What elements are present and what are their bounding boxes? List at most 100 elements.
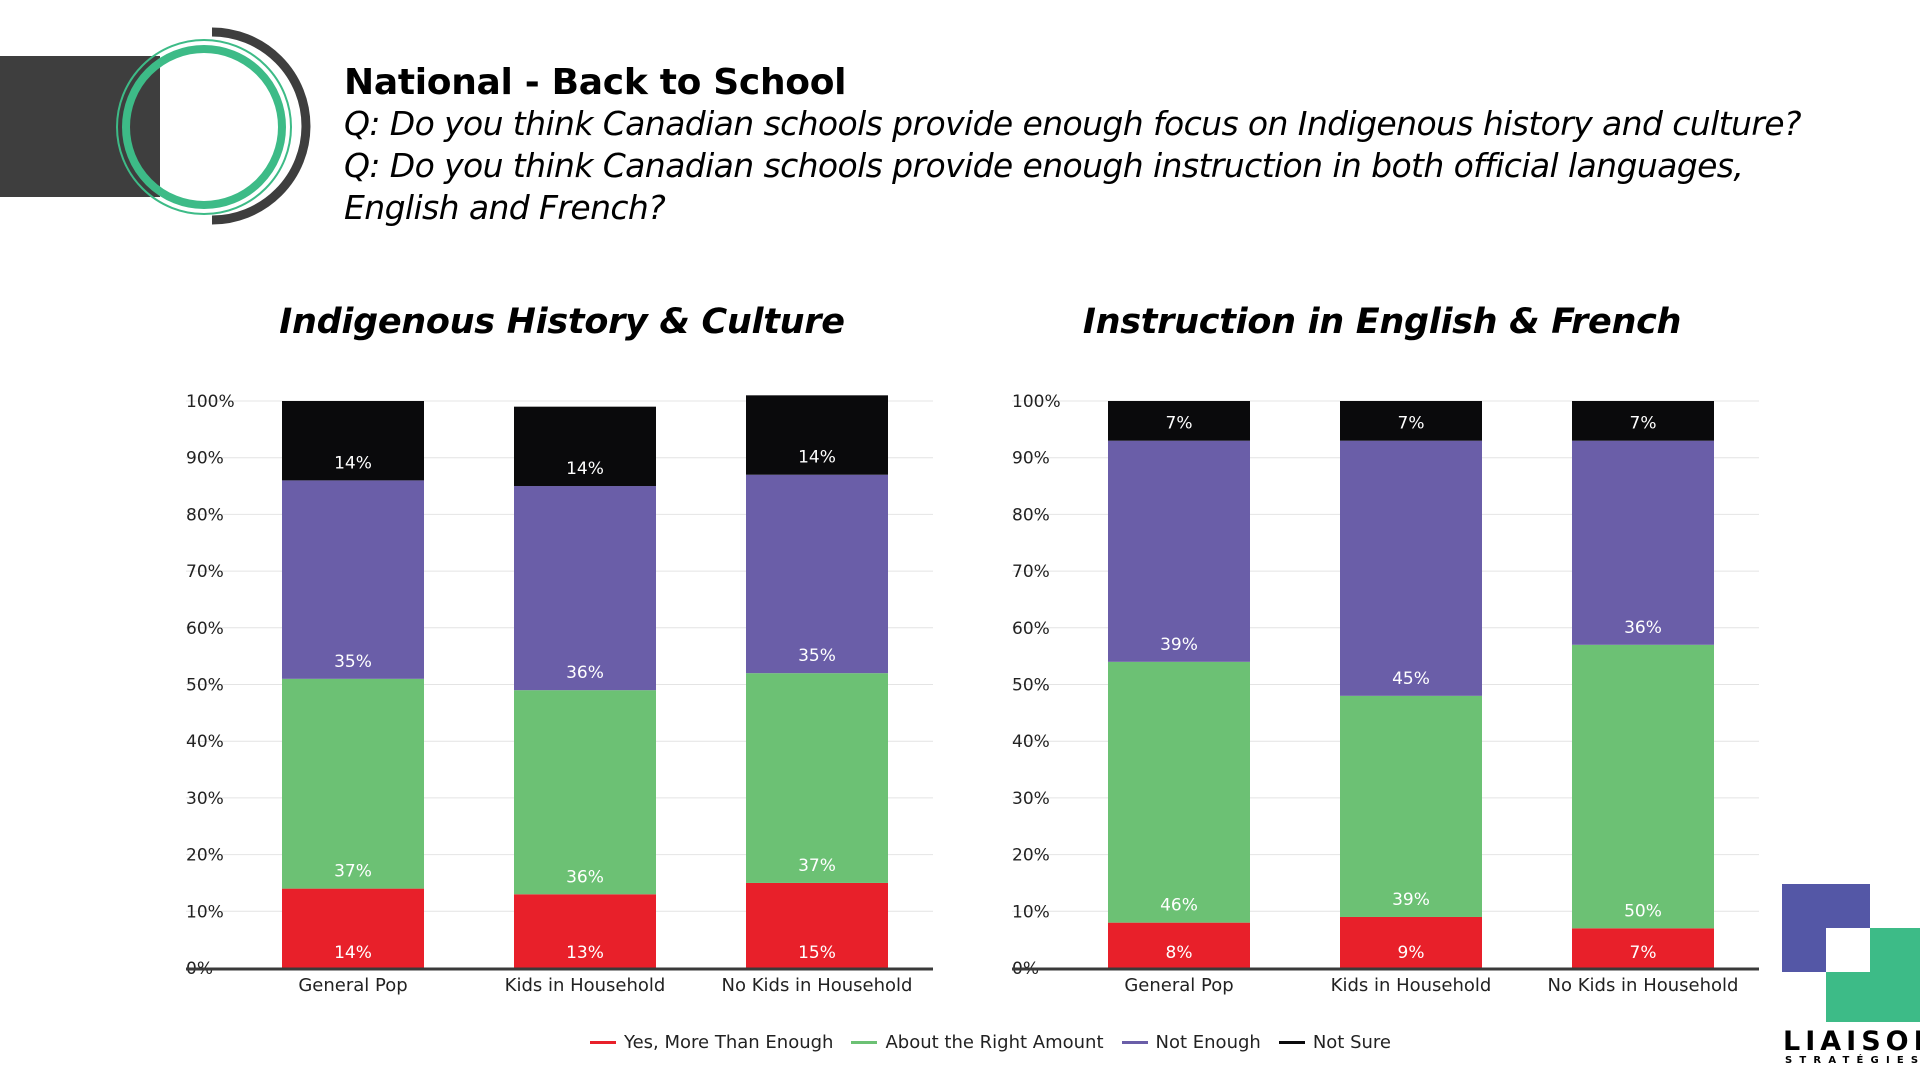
chart-title-languages: Instruction in English & French bbox=[1082, 302, 1682, 342]
x-category-label: Kids in Household bbox=[1331, 975, 1492, 996]
y-tick-label: 80% bbox=[1012, 505, 1050, 525]
data-label: 14% bbox=[566, 459, 604, 479]
legend-label-not-sure: Not Sure bbox=[1312, 1032, 1391, 1053]
y-tick-label: 70% bbox=[186, 562, 224, 582]
logo-subtitle: STRATÉGIES bbox=[1785, 1055, 1920, 1066]
bar-segment bbox=[1340, 440, 1482, 696]
y-tick-label: 40% bbox=[1012, 732, 1050, 752]
bar-segment bbox=[1340, 401, 1482, 441]
bar-segment bbox=[1108, 661, 1250, 923]
data-label: 36% bbox=[1624, 618, 1662, 638]
y-tick-label: 100% bbox=[186, 392, 235, 412]
bar-segment bbox=[1108, 922, 1250, 968]
legend-label-not-enough: Not Enough bbox=[1155, 1032, 1261, 1053]
x-category-label: General Pop bbox=[298, 975, 407, 996]
y-tick-label: 60% bbox=[1012, 619, 1050, 639]
ring-logo-icon bbox=[116, 27, 311, 225]
ring-dark-arc bbox=[211, 27, 311, 225]
data-label: 14% bbox=[334, 453, 372, 473]
page-title: National - Back to School bbox=[344, 62, 847, 103]
data-label: 15% bbox=[798, 943, 836, 963]
y-tick-label: 30% bbox=[186, 789, 224, 809]
bar-segment bbox=[1108, 440, 1250, 662]
data-label: 35% bbox=[334, 652, 372, 672]
data-label: 36% bbox=[566, 663, 604, 683]
bar-segment bbox=[746, 882, 888, 968]
legend-item-yes: Yes, More Than Enough bbox=[590, 1032, 833, 1053]
legend-swatch-green bbox=[851, 1041, 878, 1044]
legend: Yes, More Than Enough About the Right Am… bbox=[590, 1032, 1391, 1053]
bar-segment bbox=[514, 894, 656, 968]
bar-segment bbox=[746, 474, 888, 674]
y-tick-label: 60% bbox=[186, 619, 224, 639]
data-label: 14% bbox=[798, 448, 836, 468]
legend-swatch-red bbox=[590, 1041, 616, 1044]
y-tick-label: 10% bbox=[186, 902, 224, 922]
data-label: 50% bbox=[1624, 901, 1662, 921]
bar-segment bbox=[1572, 928, 1714, 968]
decorative-bar bbox=[0, 56, 160, 197]
bar-segment bbox=[282, 888, 424, 968]
legend-swatch-black bbox=[1278, 1041, 1305, 1044]
data-label: 7% bbox=[1166, 414, 1193, 434]
question-one: Q: Do you think Canadian schools provide… bbox=[344, 104, 1801, 143]
bar-segment bbox=[514, 406, 656, 487]
logo-white-square bbox=[1826, 928, 1870, 972]
legend-item-not-enough: Not Enough bbox=[1121, 1032, 1261, 1053]
data-label: 7% bbox=[1398, 414, 1425, 434]
y-tick-label: 20% bbox=[1012, 846, 1050, 866]
y-tick-label: 50% bbox=[1012, 676, 1050, 696]
bar-segment bbox=[514, 486, 656, 691]
bar-segment bbox=[1572, 644, 1714, 929]
bar-segment bbox=[746, 395, 888, 475]
legend-label-right: About the Right Amount bbox=[885, 1032, 1104, 1053]
y-tick-label: 70% bbox=[1012, 562, 1050, 582]
data-label: 46% bbox=[1160, 896, 1198, 916]
ring-outer-green bbox=[116, 39, 292, 215]
y-tick-label: 50% bbox=[186, 676, 224, 696]
y-tick-label: 100% bbox=[1012, 392, 1061, 412]
chart-title-indigenous: Indigenous History & Culture bbox=[279, 302, 845, 342]
y-tick-label: 20% bbox=[186, 846, 224, 866]
data-label: 39% bbox=[1160, 635, 1198, 655]
liaison-logo-icon bbox=[1782, 884, 1920, 1022]
x-category-label: General Pop bbox=[1124, 975, 1233, 996]
question-two-line-one: Q: Do you think Canadian schools provide… bbox=[344, 146, 1744, 185]
y-tick-label: 90% bbox=[186, 449, 224, 469]
x-category-label: No Kids in Household bbox=[1548, 975, 1739, 996]
data-label: 7% bbox=[1630, 414, 1657, 434]
y-tick-label: 80% bbox=[186, 505, 224, 525]
data-label: 37% bbox=[798, 856, 836, 876]
x-category-label: No Kids in Household bbox=[722, 975, 913, 996]
bar-segment bbox=[514, 690, 656, 895]
y-tick-label: 30% bbox=[1012, 789, 1050, 809]
data-label: 14% bbox=[334, 943, 372, 963]
data-label: 45% bbox=[1392, 669, 1430, 689]
data-label: 37% bbox=[334, 862, 372, 882]
bar-segment bbox=[1572, 440, 1714, 645]
bar-segment bbox=[1108, 401, 1250, 441]
bar-segment bbox=[1340, 916, 1482, 968]
question-two-line-two: English and French? bbox=[344, 188, 666, 227]
data-label: 36% bbox=[566, 867, 604, 887]
legend-item-not-sure: Not Sure bbox=[1278, 1032, 1391, 1053]
data-label: 39% bbox=[1392, 890, 1430, 910]
data-label: 7% bbox=[1630, 943, 1657, 963]
bar-segment bbox=[282, 480, 424, 679]
y-tick-label: 40% bbox=[186, 732, 224, 752]
y-tick-label: 10% bbox=[1012, 902, 1050, 922]
data-label: 9% bbox=[1398, 943, 1425, 963]
bar-segment bbox=[1572, 401, 1714, 441]
data-label: 13% bbox=[566, 943, 604, 963]
legend-swatch-purple bbox=[1121, 1041, 1148, 1044]
data-label: 8% bbox=[1166, 943, 1193, 963]
data-label: 35% bbox=[798, 646, 836, 666]
y-tick-label: 90% bbox=[1012, 449, 1050, 469]
ring-inner-green bbox=[122, 45, 286, 209]
legend-item-right: About the Right Amount bbox=[851, 1032, 1104, 1053]
logo-name: LIAISON bbox=[1783, 1026, 1920, 1057]
legend-label-yes: Yes, More Than Enough bbox=[624, 1032, 834, 1053]
bar-segment bbox=[746, 673, 888, 883]
bar-segment bbox=[1340, 695, 1482, 917]
bar-segment bbox=[282, 678, 424, 889]
